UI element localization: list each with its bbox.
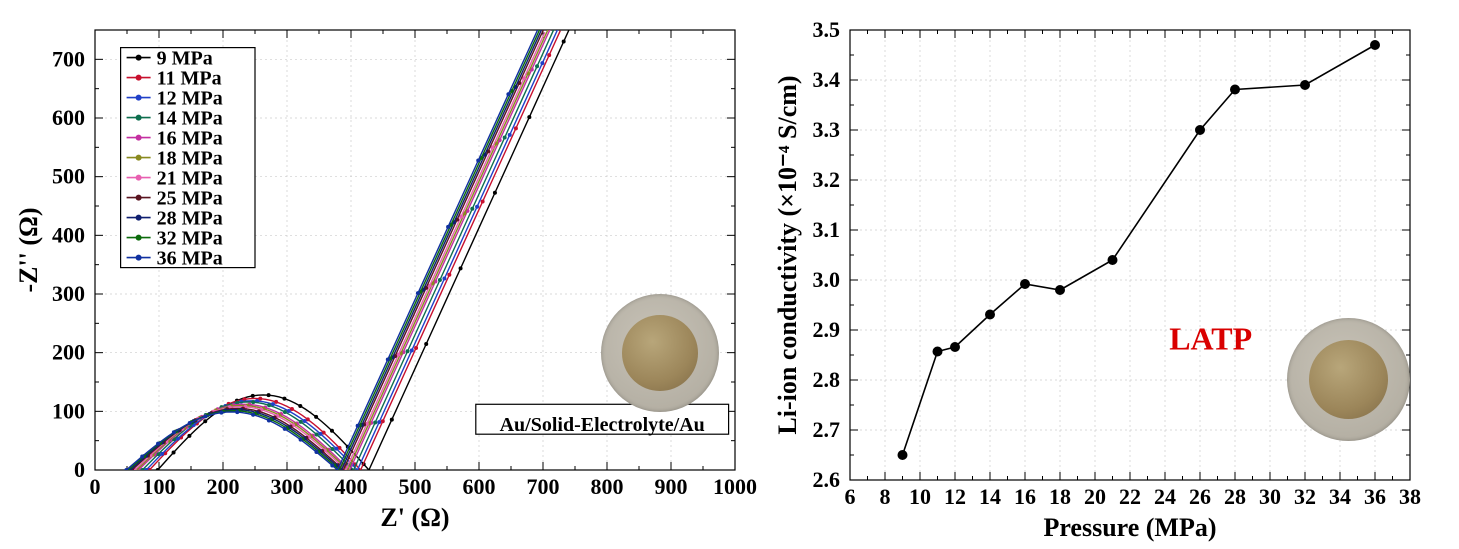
x-tick-label: 30 — [1259, 484, 1281, 509]
data-point — [898, 450, 908, 460]
legend-label: 18 MPa — [157, 148, 223, 170]
x-tick-label: 700 — [527, 474, 560, 499]
x-tick-label: 16 — [1014, 484, 1036, 509]
x-tick-label: 400 — [335, 474, 368, 499]
y-tick-label: 0 — [74, 457, 85, 482]
x-tick-label: 8 — [880, 484, 891, 509]
legend-label: 16 MPa — [157, 128, 223, 150]
x-tick-label: 900 — [655, 474, 688, 499]
x-tick-label: 300 — [271, 474, 304, 499]
x-tick-label: 200 — [207, 474, 240, 499]
y-tick-label: 3.1 — [813, 217, 841, 242]
x-tick-label: 1000 — [713, 474, 757, 499]
x-axis-label: Z' (Ω) — [380, 503, 449, 532]
y-tick-label: 3.4 — [813, 67, 841, 92]
x-tick-label: 24 — [1154, 484, 1176, 509]
y-tick-label: 3.0 — [813, 267, 841, 292]
legend-label: 21 MPa — [157, 168, 223, 190]
x-tick-label: 28 — [1224, 484, 1246, 509]
y-axis-label: -Z'' (Ω) — [14, 207, 43, 292]
y-tick-label: 600 — [52, 105, 85, 130]
data-point — [1370, 40, 1380, 50]
y-tick-label: 2.8 — [813, 367, 841, 392]
x-tick-label: 20 — [1084, 484, 1106, 509]
y-tick-label: 3.3 — [813, 117, 841, 142]
x-tick-label: 6 — [845, 484, 856, 509]
data-point — [1055, 285, 1065, 295]
y-tick-label: 3.5 — [813, 17, 841, 42]
x-tick-label: 10 — [909, 484, 931, 509]
data-point — [933, 347, 943, 357]
y-tick-label: 100 — [52, 398, 85, 423]
x-tick-label: 26 — [1189, 484, 1211, 509]
data-point — [985, 310, 995, 320]
data-point — [1300, 80, 1310, 90]
y-tick-label: 300 — [52, 281, 85, 306]
y-tick-label: 500 — [52, 164, 85, 189]
x-tick-label: 38 — [1399, 484, 1421, 509]
x-tick-label: 0 — [90, 474, 101, 499]
x-tick-label: 32 — [1294, 484, 1316, 509]
y-tick-label: 2.9 — [813, 317, 841, 342]
y-tick-label: 200 — [52, 340, 85, 365]
x-tick-label: 14 — [979, 484, 1001, 509]
data-point — [1108, 255, 1118, 265]
material-label: LATP — [1169, 321, 1252, 357]
y-tick-label: 700 — [52, 46, 85, 71]
data-point — [1195, 125, 1205, 135]
nyquist-plot-panel: 0 100 200 300 400 500 600 700 800 900 1000 0 100 200 3… — [0, 0, 770, 549]
data-point — [950, 342, 960, 352]
conductivity-plot-panel: 68 10 12 14 16 18 20 22 24 26 28 30 32 34 36 38 2.6 2.7 2.… — [770, 0, 1459, 549]
y-axis-label: Li-ion conductivity (×10⁻⁴ S/cm) — [773, 75, 802, 434]
x-tick-label: 34 — [1329, 484, 1351, 509]
y-tick-label: 3.2 — [813, 167, 841, 192]
legend-label: 25 MPa — [157, 188, 223, 210]
x-tick-label: 12 — [944, 484, 966, 509]
legend-label: 11 MPa — [157, 68, 222, 90]
x-tick-label: 600 — [463, 474, 496, 499]
y-tick-label: 2.7 — [813, 417, 841, 442]
x-tick-label: 22 — [1119, 484, 1141, 509]
x-axis-label: Pressure (MPa) — [1043, 513, 1216, 542]
data-point — [1020, 279, 1030, 289]
x-tick-label: 100 — [143, 474, 176, 499]
pellet-photo-icon — [601, 294, 719, 412]
legend-label: 32 MPa — [157, 228, 223, 250]
y-tick-label: 400 — [52, 222, 85, 247]
legend-label: 9 MPa — [157, 48, 213, 70]
legend-label: 14 MPa — [157, 108, 223, 130]
x-tick-label: 800 — [591, 474, 624, 499]
legend-label: 36 MPa — [157, 248, 223, 270]
cell-config-label: Au/Solid-Electrolyte/Au — [500, 414, 705, 436]
y-tick-label: 2.6 — [813, 467, 841, 492]
x-tick-label: 36 — [1364, 484, 1386, 509]
pellet-photo-icon — [1287, 318, 1410, 441]
legend-label: 28 MPa — [157, 208, 223, 230]
data-point — [1230, 85, 1240, 95]
x-tick-label: 18 — [1049, 484, 1071, 509]
legend-label: 12 MPa — [157, 88, 223, 110]
x-tick-label: 500 — [399, 474, 432, 499]
